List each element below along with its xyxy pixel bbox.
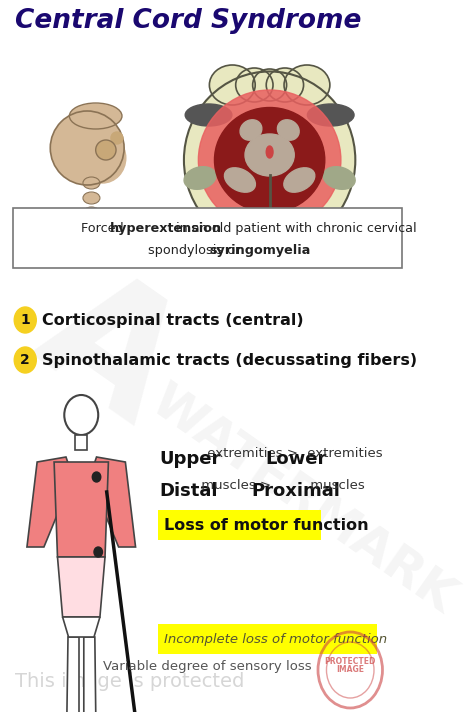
Ellipse shape [97, 141, 115, 159]
Ellipse shape [84, 253, 99, 263]
Text: Proximal: Proximal [252, 482, 341, 500]
Text: WATERMARK: WATERMARK [142, 377, 465, 623]
Polygon shape [27, 457, 73, 547]
Text: extremities >: extremities > [203, 447, 303, 460]
Polygon shape [57, 557, 105, 617]
Ellipse shape [198, 90, 341, 230]
Ellipse shape [225, 168, 255, 192]
Ellipse shape [51, 112, 123, 184]
Circle shape [14, 307, 36, 333]
Ellipse shape [323, 167, 355, 189]
Ellipse shape [237, 69, 272, 101]
Text: Spinothalamic tracts (decussating fibers): Spinothalamic tracts (decussating fibers… [42, 352, 417, 367]
Polygon shape [75, 435, 87, 450]
Text: syringomyelia: syringomyelia [209, 244, 310, 257]
Text: Incomplete loss of motor function: Incomplete loss of motor function [164, 632, 387, 646]
Ellipse shape [254, 70, 286, 100]
Polygon shape [63, 617, 100, 637]
Ellipse shape [79, 133, 126, 183]
Ellipse shape [307, 104, 354, 126]
Circle shape [14, 347, 36, 373]
Circle shape [64, 395, 98, 435]
Text: Distal: Distal [159, 482, 218, 500]
Text: muscles >: muscles > [197, 479, 275, 492]
Text: Forced: Forced [81, 222, 128, 235]
Text: muscles: muscles [306, 479, 365, 492]
Text: hyperextension: hyperextension [109, 222, 221, 235]
Ellipse shape [210, 66, 255, 104]
Text: spondylosis or: spondylosis or [148, 244, 245, 257]
Text: Corticospinal tracts (central): Corticospinal tracts (central) [42, 313, 304, 328]
Ellipse shape [184, 167, 216, 189]
Text: IMAGE: IMAGE [336, 666, 364, 674]
Ellipse shape [266, 146, 273, 158]
Text: This image is protected: This image is protected [15, 672, 245, 691]
Circle shape [94, 547, 102, 557]
FancyBboxPatch shape [158, 510, 320, 540]
Ellipse shape [285, 66, 329, 104]
Ellipse shape [84, 208, 99, 218]
Text: A: A [9, 246, 208, 454]
Text: 1: 1 [20, 313, 30, 327]
Text: Variable degree of sensory loss: Variable degree of sensory loss [103, 660, 312, 673]
Text: Lower: Lower [265, 450, 327, 468]
Text: Loss of motor function: Loss of motor function [164, 518, 368, 533]
Text: extremities: extremities [303, 447, 383, 460]
Ellipse shape [84, 193, 99, 203]
Text: Central Cord Syndrome: Central Cord Syndrome [15, 8, 362, 34]
Circle shape [92, 472, 101, 482]
Polygon shape [54, 462, 109, 557]
Polygon shape [84, 637, 97, 712]
Ellipse shape [185, 73, 355, 248]
Ellipse shape [245, 134, 294, 176]
Polygon shape [66, 637, 79, 712]
Text: PROTECTED: PROTECTED [325, 657, 376, 666]
Ellipse shape [84, 178, 99, 188]
Text: Upper: Upper [159, 450, 221, 468]
Ellipse shape [284, 168, 315, 192]
Ellipse shape [267, 69, 303, 101]
Ellipse shape [84, 238, 99, 248]
Ellipse shape [70, 104, 121, 128]
Ellipse shape [111, 132, 123, 144]
FancyBboxPatch shape [158, 624, 376, 654]
Text: 2: 2 [20, 353, 30, 367]
Ellipse shape [84, 223, 99, 233]
Text: in an old patient with chronic cervical: in an old patient with chronic cervical [172, 222, 417, 235]
Ellipse shape [214, 108, 325, 212]
Ellipse shape [240, 120, 262, 140]
FancyBboxPatch shape [13, 208, 402, 268]
Ellipse shape [277, 120, 299, 140]
Polygon shape [90, 457, 136, 547]
Ellipse shape [185, 104, 232, 126]
